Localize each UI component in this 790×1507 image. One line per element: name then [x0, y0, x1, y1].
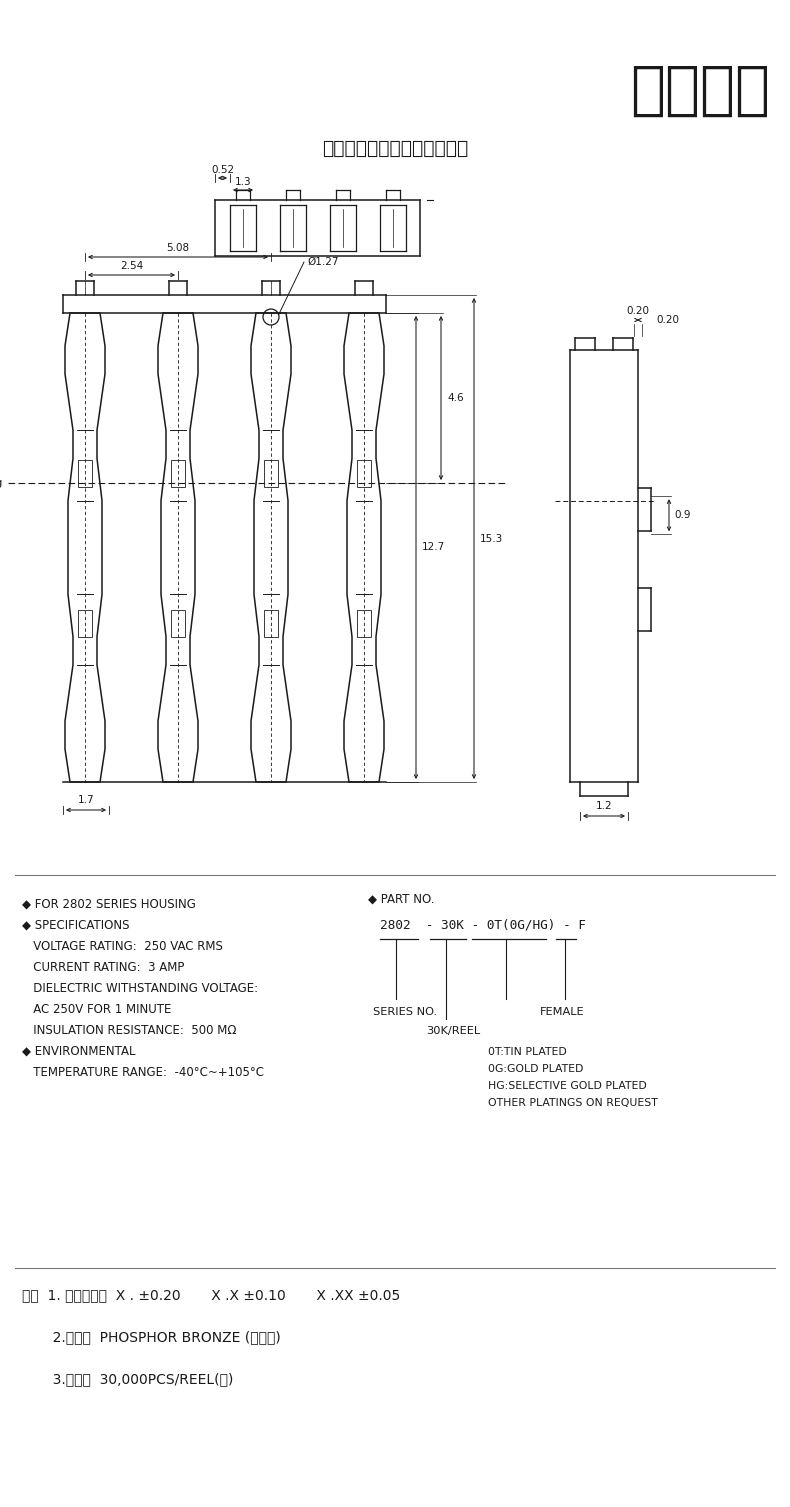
Bar: [264, 460, 278, 487]
Text: Ø1.27: Ø1.27: [307, 258, 338, 267]
Text: 2.54: 2.54: [120, 261, 143, 271]
Text: 規格齊全，您想要的我們都有: 規格齊全，您想要的我們都有: [322, 139, 468, 158]
Text: 5.08: 5.08: [167, 243, 190, 253]
Text: SERIES NO.: SERIES NO.: [373, 1007, 437, 1017]
Bar: [171, 610, 185, 636]
Text: 3.包裝：  30,000PCS/REEL(卷): 3.包裝： 30,000PCS/REEL(卷): [22, 1371, 233, 1386]
Text: 1.2: 1.2: [596, 802, 612, 811]
Bar: [357, 460, 371, 487]
Text: 2802  - 30K - 0T(0G/HG) - F: 2802 - 30K - 0T(0G/HG) - F: [380, 919, 586, 931]
Text: OTHER PLATINGS ON REQUEST: OTHER PLATINGS ON REQUEST: [488, 1099, 658, 1108]
Bar: [78, 610, 92, 636]
Bar: [357, 610, 371, 636]
Bar: [78, 460, 92, 487]
Text: 12.7: 12.7: [422, 543, 446, 553]
Text: ◆ PART NO.: ◆ PART NO.: [368, 894, 435, 906]
Text: ◆ ENVIRONMENTAL: ◆ ENVIRONMENTAL: [22, 1044, 136, 1058]
Text: 0T:TIN PLATED: 0T:TIN PLATED: [488, 1047, 566, 1056]
Text: 30K/REEL: 30K/REEL: [426, 1026, 480, 1035]
Text: TEMPERATURE RANGE:  -40°C~+105°C: TEMPERATURE RANGE: -40°C~+105°C: [22, 1065, 264, 1079]
Text: ◆ SPECIFICATIONS: ◆ SPECIFICATIONS: [22, 919, 130, 931]
Text: 15.3: 15.3: [480, 533, 503, 544]
Text: 2.材質：  PHOSPHOR BRONZE (磷青銅): 2.材質： PHOSPHOR BRONZE (磷青銅): [22, 1331, 280, 1344]
Text: VOLTAGE RATING:  250 VAC RMS: VOLTAGE RATING: 250 VAC RMS: [22, 940, 223, 952]
Text: 4.6: 4.6: [447, 393, 464, 402]
Text: 1.3: 1.3: [235, 176, 251, 187]
Bar: [171, 460, 185, 487]
Text: AC 250V FOR 1 MINUTE: AC 250V FOR 1 MINUTE: [22, 1004, 171, 1016]
Text: CURRENT RATING:  3 AMP: CURRENT RATING: 3 AMP: [22, 961, 184, 974]
Text: ◆ FOR 2802 SERIES HOUSING: ◆ FOR 2802 SERIES HOUSING: [22, 898, 196, 912]
Text: 0G:GOLD PLATED: 0G:GOLD PLATED: [488, 1064, 583, 1074]
Text: FEMALE: FEMALE: [540, 1007, 585, 1017]
Text: 1.7: 1.7: [77, 796, 94, 805]
Text: 0.20: 0.20: [626, 306, 649, 316]
Text: INSULATION RESISTANCE:  500 MΩ: INSULATION RESISTANCE: 500 MΩ: [22, 1023, 236, 1037]
Text: 規格參數: 規格參數: [630, 62, 770, 119]
Text: 0.9: 0.9: [674, 511, 690, 520]
Bar: [264, 610, 278, 636]
Text: 0.52: 0.52: [211, 164, 234, 175]
Text: DIELECTRIC WITHSTANDING VOLTAGE:: DIELECTRIC WITHSTANDING VOLTAGE:: [22, 983, 258, 995]
Text: 註：  1. 尺寸公差：  X . ±0.20       X .X ±0.10       X .XX ±0.05: 註： 1. 尺寸公差： X . ±0.20 X .X ±0.10 X .XX ±…: [22, 1288, 401, 1302]
Text: 0.20: 0.20: [656, 315, 679, 326]
Text: HG:SELECTIVE GOLD PLATED: HG:SELECTIVE GOLD PLATED: [488, 1081, 647, 1091]
Text: cutting: cutting: [0, 478, 3, 488]
